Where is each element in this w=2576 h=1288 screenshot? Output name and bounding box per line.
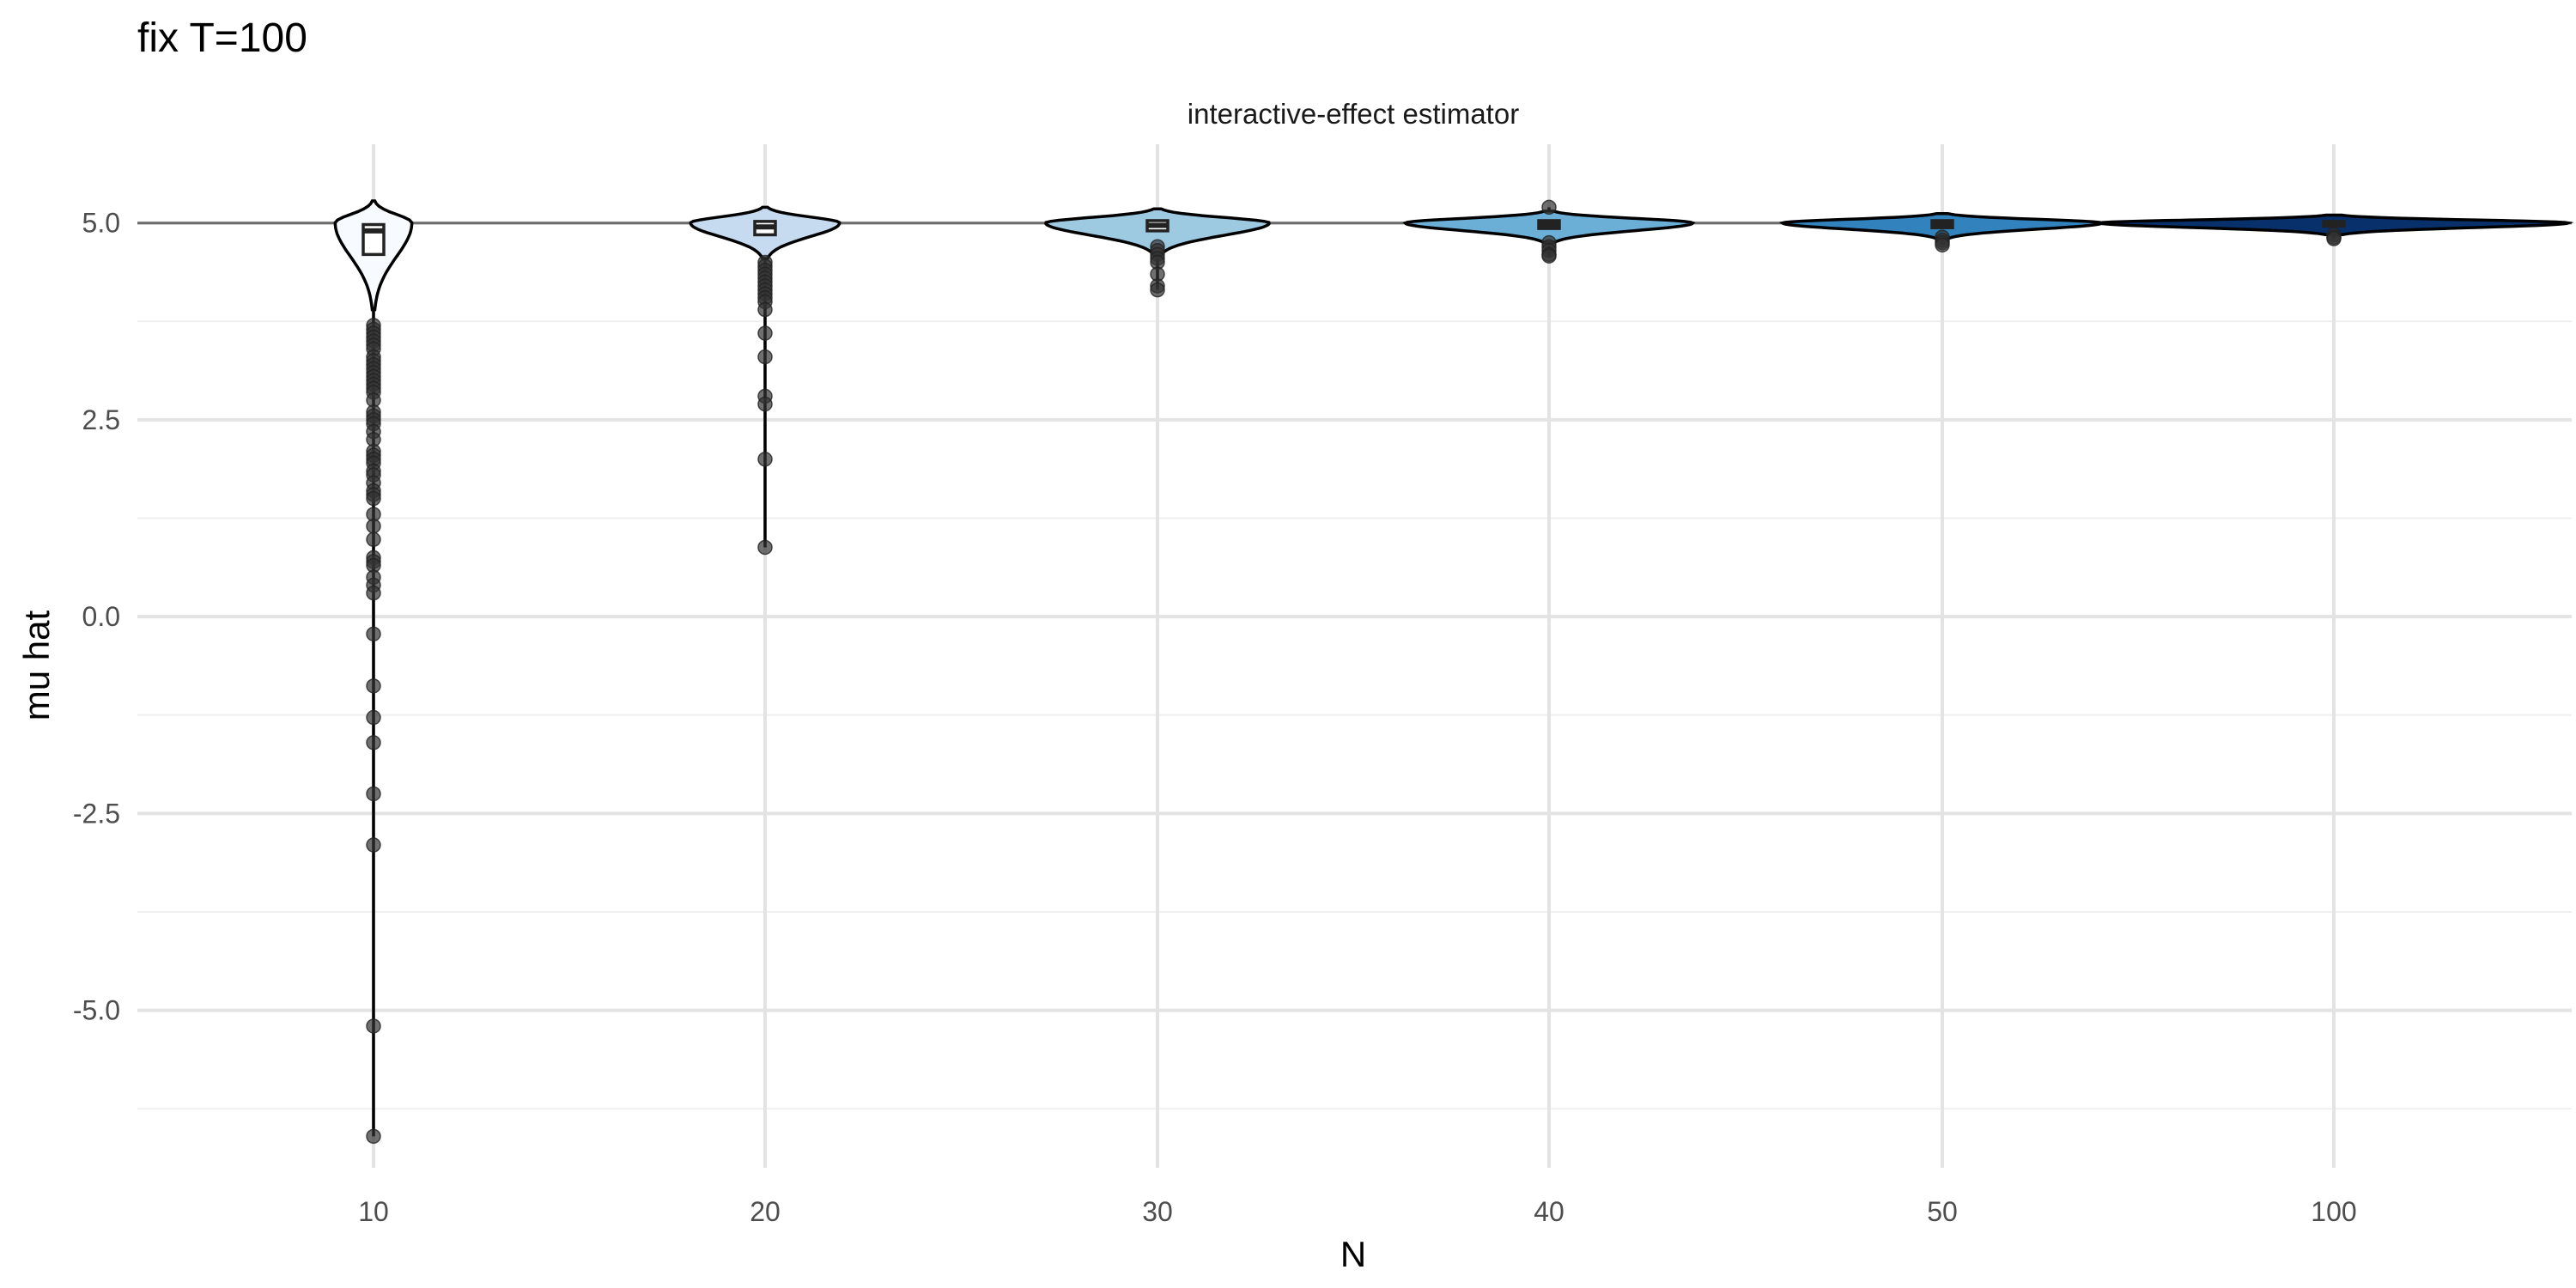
violin-group-10 — [333, 199, 414, 1145]
outlier-point — [757, 325, 773, 341]
outlier-point — [2326, 231, 2342, 246]
x-tick-label: 20 — [750, 1196, 781, 1227]
y-axis-title: mu hat — [16, 610, 57, 720]
outlier-point — [366, 786, 381, 802]
y-tick-label: -5.0 — [73, 995, 120, 1026]
y-tick-label: -2.5 — [73, 798, 120, 829]
y-tick-label: 2.5 — [82, 404, 120, 435]
outlier-point — [757, 349, 773, 365]
violin-groups — [333, 199, 2574, 1145]
x-tick-label: 10 — [358, 1196, 389, 1227]
outlier-point — [366, 532, 381, 548]
outlier-point — [757, 539, 773, 556]
y-tick-label: 0.0 — [82, 601, 120, 632]
x-tick-label: 50 — [1927, 1196, 1958, 1227]
outlier-point — [366, 490, 381, 507]
outlier-point — [1541, 199, 1557, 216]
y-tick-label: 5.0 — [82, 208, 120, 239]
violin-group-100 — [2093, 213, 2574, 246]
x-tick-label: 100 — [2311, 1196, 2356, 1227]
outlier-point — [366, 709, 381, 726]
outlier-point — [1150, 282, 1165, 298]
outlier-point — [1541, 248, 1557, 264]
outlier-point — [366, 837, 381, 853]
violin-group-30 — [1044, 207, 1271, 298]
outlier-point — [366, 678, 381, 694]
outlier-point — [366, 626, 381, 642]
violin-group-20 — [689, 205, 841, 556]
outlier-point — [1935, 237, 1950, 253]
violin-group-50 — [1778, 211, 2106, 253]
grid-lines — [137, 144, 2572, 1168]
x-axis-ticks: 10 20 30 40 50 100 — [358, 1196, 2356, 1227]
y-axis-ticks: -5.0 -2.5 0.0 2.5 5.0 — [73, 208, 120, 1026]
x-axis-title: N — [1340, 1234, 1366, 1274]
facet-title: interactive-effect estimator — [1188, 98, 1519, 130]
x-tick-label: 40 — [1534, 1196, 1564, 1227]
violin-group-40 — [1402, 199, 1696, 264]
outlier-point — [757, 452, 773, 467]
chart-title: fix T=100 — [137, 15, 307, 61]
outlier-point — [366, 585, 381, 601]
x-tick-label: 30 — [1142, 1196, 1173, 1227]
outlier-point — [366, 1018, 381, 1034]
outlier-point — [757, 396, 773, 412]
outlier-point — [757, 301, 773, 318]
outlier-point — [366, 518, 381, 534]
outlier-point — [366, 1128, 381, 1145]
outlier-point — [366, 735, 381, 750]
